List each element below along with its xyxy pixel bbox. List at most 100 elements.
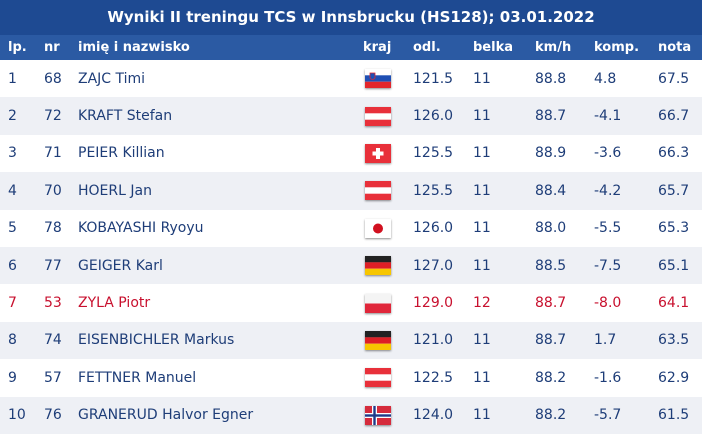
cell: 129.0	[413, 295, 454, 312]
cell: GEIGER Karl	[70, 246, 355, 285]
country-flag	[365, 107, 391, 126]
cell: FETTNER Manuel	[78, 369, 197, 386]
header-cell: komp.	[586, 35, 650, 60]
cell: -8.0	[594, 295, 622, 312]
cell: -5.5	[594, 220, 622, 237]
cell: 121.5	[413, 70, 454, 87]
header-row: lp. nr imię i nazwisko kraj odl. belka k…	[0, 35, 702, 60]
cell: 126.0	[413, 220, 454, 237]
cell: 122.5	[413, 369, 454, 386]
cell: 125.5	[405, 172, 465, 210]
header-cell: belka	[465, 35, 527, 60]
cell: 7	[8, 295, 17, 312]
cell: 61.5	[650, 396, 702, 434]
cell: 3	[8, 145, 17, 162]
cell: EISENBICHLER Markus	[70, 321, 355, 360]
flag-cell	[355, 396, 405, 434]
cell: 4.8	[594, 70, 617, 87]
cell: 88.8	[535, 70, 567, 87]
result-row: 4 70 HOERL Jan 125.5 11 88.4 -4.2 65.7	[0, 172, 702, 210]
cell: -4.2	[586, 172, 650, 210]
cell: 11	[473, 145, 491, 162]
cell: 88.9	[535, 145, 567, 162]
flag-cell	[355, 97, 405, 135]
cell: 126.0	[405, 97, 465, 135]
cell: 66.3	[658, 145, 690, 162]
cell: 76	[36, 396, 70, 434]
cell: 74	[36, 321, 70, 360]
cell: -7.5	[586, 246, 650, 285]
cell: 57	[44, 369, 62, 386]
result-row: 7 53 ZYLA Piotr 129.0 12 88.7 -8.0 64.1	[0, 284, 702, 321]
country-flag	[365, 331, 391, 350]
result-row: 5 78 KOBAYASHI Ryoyu 126.0 11 88.0 -5.5 65.3	[0, 210, 702, 247]
table-title: Wyniki II treningu TCS w Innsbrucku (HS1…	[0, 0, 702, 35]
cell: 88.0	[535, 220, 567, 237]
cell: 125.5	[413, 145, 454, 162]
country-flag	[365, 294, 391, 313]
result-row: 1 68 ZAJC Timi 121.5 11 88.8 4.8 67.5	[0, 60, 702, 97]
cell: 6	[0, 246, 36, 285]
flag-cell	[355, 321, 405, 360]
cell: 88.4	[527, 172, 586, 210]
cell: GRANERUD Halvor Egner	[70, 396, 355, 434]
country-flag	[365, 181, 391, 200]
cell: 11	[473, 70, 491, 87]
cell: -5.7	[586, 396, 650, 434]
cell: 65.7	[650, 172, 702, 210]
cell: 2	[0, 97, 36, 135]
flag-cell	[355, 135, 405, 172]
cell: 1	[8, 70, 17, 87]
result-row: 3 71 PEIER Killian 125.5 11 88.9 -3.6 66.3	[0, 135, 702, 172]
cell: 9	[8, 369, 17, 386]
cell: 11	[465, 246, 527, 285]
cell: 62.9	[658, 369, 690, 386]
flag-cell	[355, 60, 405, 97]
cell: 1.7	[586, 321, 650, 360]
header-cell: nr	[36, 35, 70, 60]
header-cell: kraj	[355, 35, 405, 60]
cell: -4.1	[586, 97, 650, 135]
cell: 11	[465, 321, 527, 360]
country-flag	[365, 368, 391, 387]
cell: 64.1	[658, 295, 690, 312]
cell: 127.0	[405, 246, 465, 285]
flag-cell	[355, 246, 405, 285]
flag-cell	[355, 284, 405, 321]
flag-cell	[355, 210, 405, 247]
cell: 10	[0, 396, 36, 434]
country-flag	[365, 69, 391, 88]
country-flag	[365, 406, 391, 425]
cell: 88.7	[535, 295, 567, 312]
header-cell: imię i nazwisko	[70, 35, 355, 60]
country-flag	[365, 256, 391, 275]
cell: 11	[465, 172, 527, 210]
result-row: 2 72 KRAFT Stefan 126.0 11 88.7 -4.1 66.7	[0, 97, 702, 135]
cell: PEIER Killian	[78, 145, 165, 162]
cell: 11	[465, 396, 527, 434]
cell: 66.7	[650, 97, 702, 135]
cell: KRAFT Stefan	[70, 97, 355, 135]
cell: 11	[465, 97, 527, 135]
flag-cell	[355, 172, 405, 210]
header-cell: km/h	[527, 35, 586, 60]
cell: 11	[473, 369, 491, 386]
cell: 12	[473, 295, 491, 312]
cell: 71	[44, 145, 62, 162]
result-row: 6 77 GEIGER Karl 127.0 11 88.5 -7.5 65.1	[0, 246, 702, 285]
cell: 121.0	[405, 321, 465, 360]
cell: KOBAYASHI Ryoyu	[78, 220, 204, 237]
cell: 4	[0, 172, 36, 210]
cell: 88.7	[527, 97, 586, 135]
cell: 53	[44, 295, 62, 312]
country-flag	[365, 144, 391, 163]
cell: ZAJC Timi	[78, 70, 146, 87]
cell: 88.2	[535, 369, 567, 386]
cell: 8	[0, 321, 36, 360]
cell: 5	[8, 220, 17, 237]
header-cell: odl.	[405, 35, 465, 60]
cell: -1.6	[594, 369, 622, 386]
cell: HOERL Jan	[70, 172, 355, 210]
cell: 124.0	[405, 396, 465, 434]
cell: 67.5	[658, 70, 690, 87]
